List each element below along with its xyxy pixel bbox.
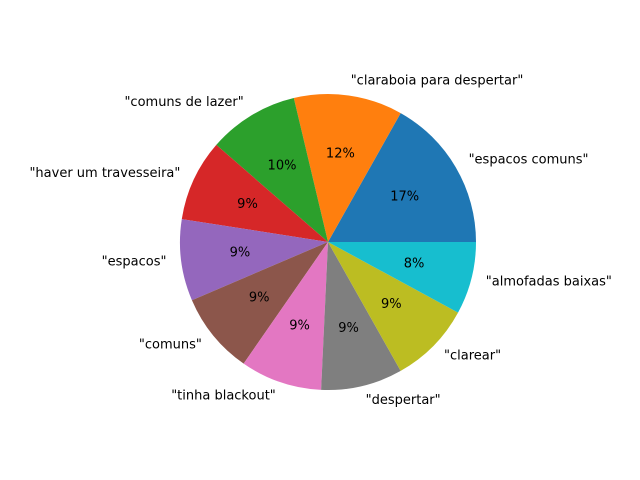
pie-slice-3-label: "comuns de lazer" [124, 95, 243, 110]
pie-slice-1-label: "espacos comuns" [469, 152, 589, 167]
pie-labels: 17% "espacos comuns" 12% "claraboia para de… [29, 73, 611, 408]
pie-slice-6-label: "comuns" [139, 337, 202, 352]
pie-slice-10 [328, 242, 476, 313]
pie-slices [180, 94, 476, 391]
pie-slice-1 [328, 113, 476, 242]
pie-slice-7 [243, 242, 328, 390]
pie-slice-8-label: "despertar" [366, 393, 441, 408]
pie-slice-9-pct-label: 9% [381, 297, 402, 312]
pie-slice-6 [191, 242, 328, 364]
pie-slice-4-pct-label: 9% [237, 197, 258, 212]
pie-slice-5 [180, 219, 328, 301]
pie-slice-1-pct-label: 17% [390, 190, 419, 205]
pie-slice-4 [181, 144, 328, 242]
pie-slice-9-label: "clarear" [444, 349, 501, 364]
pie-slice-4-label: "haver um travesseira" [29, 166, 180, 181]
pie-slice-10-label: "almofadas baixas" [486, 275, 612, 290]
pie-slice-7-label: "tinha blackout" [171, 389, 276, 404]
pie-slice-3 [216, 98, 328, 242]
pie-slice-2-pct-label: 12% [326, 147, 355, 162]
pie-slice-8 [321, 242, 401, 391]
pie-slice-10-pct-label: 8% [404, 256, 425, 271]
pie-slice-5-label: "espacos" [102, 255, 167, 270]
pie-slice-6-pct-label: 9% [249, 291, 270, 306]
pie-slice-3-pct-label: 10% [268, 159, 297, 174]
pie-slice-5-pct-label: 9% [230, 246, 251, 261]
pie-slice-9 [328, 242, 459, 371]
pie-slice-7-pct-label: 9% [289, 319, 310, 334]
pie-slice-2-label: "claraboia para despertar" [351, 73, 524, 88]
pie-slice-2 [293, 94, 401, 242]
pie-slice-8-pct-label: 9% [338, 321, 359, 336]
